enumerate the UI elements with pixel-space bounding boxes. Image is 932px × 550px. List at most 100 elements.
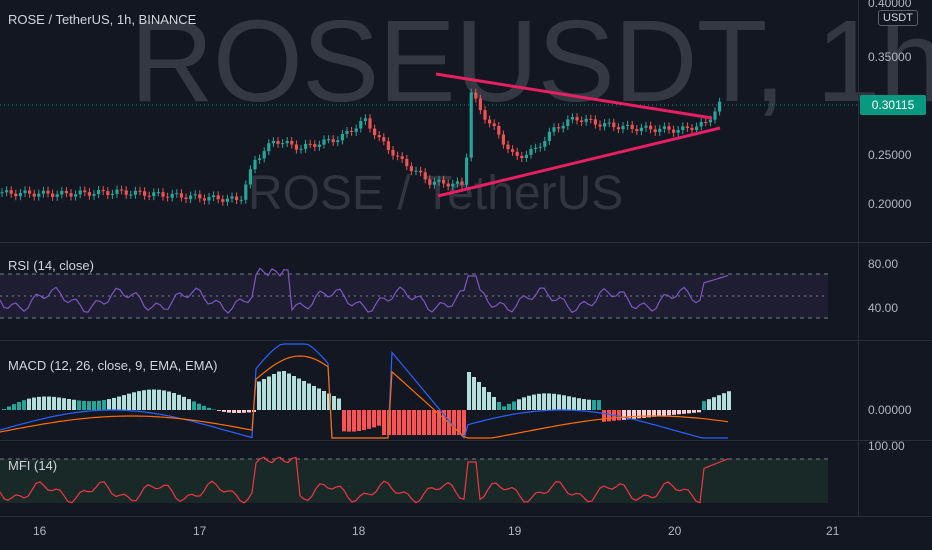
macd-histogram-bar	[372, 410, 376, 428]
macd-histogram-bar	[592, 400, 596, 410]
macd-histogram-bar	[552, 393, 556, 410]
candle-body	[718, 101, 722, 112]
candle-body	[41, 190, 45, 194]
mfi-label[interactable]: MFI (14)	[8, 458, 58, 473]
macd-histogram-bar	[107, 399, 111, 410]
candle-body	[207, 197, 211, 201]
candle-body	[239, 199, 243, 201]
mfi-band	[0, 459, 828, 503]
triangle-upper-line	[435, 72, 713, 120]
macd-histogram-bar	[177, 394, 181, 410]
candle-body	[5, 190, 9, 193]
macd-histogram-bar	[102, 400, 106, 410]
candle-body	[354, 128, 358, 132]
candle-body	[331, 139, 335, 143]
time-tick: 16	[33, 524, 47, 538]
macd-histogram-bar	[247, 410, 251, 413]
candle-body	[497, 126, 501, 135]
rsi-tick: 80.00	[868, 257, 899, 271]
candle-body	[639, 127, 643, 132]
macd-histogram-bar	[482, 387, 486, 410]
macd-histogram-bar	[347, 410, 351, 432]
candle-body	[64, 190, 68, 194]
candle-body	[262, 151, 266, 159]
candle-body	[690, 127, 694, 131]
macd-histogram-bar	[597, 400, 601, 410]
macd-histogram-bar	[602, 410, 606, 422]
macd-histogram-bar	[342, 410, 346, 432]
candle-body	[216, 195, 220, 200]
macd-histogram-bar	[162, 390, 166, 410]
macd-histogram-bar	[712, 397, 716, 410]
macd-histogram-bar	[497, 402, 501, 410]
candle-body	[166, 196, 170, 198]
candle-body	[667, 126, 671, 130]
macd-histogram-bar	[22, 400, 26, 410]
macd-signal-line	[0, 355, 729, 439]
candle-body	[267, 143, 271, 152]
macd-histogram-bar	[507, 403, 511, 410]
macd-histogram-bar	[277, 371, 281, 410]
candle-body	[161, 192, 165, 197]
candle-body	[460, 181, 464, 185]
candle-body	[414, 170, 418, 172]
candle-body	[708, 119, 712, 123]
candle-body	[409, 166, 413, 172]
time-tick: 18	[352, 524, 366, 538]
candle-body	[327, 139, 331, 141]
candle-body	[566, 119, 570, 126]
candle-body	[285, 141, 289, 144]
time-tick: 21	[826, 524, 840, 538]
macd-histogram-bar	[57, 397, 61, 410]
candle-body	[695, 126, 699, 131]
candle-body	[644, 125, 648, 128]
macd-histogram-bar	[487, 392, 491, 410]
pane-separator[interactable]	[0, 242, 932, 243]
macd-histogram-bar	[582, 399, 586, 410]
macd-histogram-bar	[727, 391, 731, 410]
last-price-badge: 0.30115	[860, 95, 926, 115]
macd-histogram-bar	[307, 383, 311, 410]
candle-body	[345, 130, 349, 134]
macd-histogram-bar	[502, 406, 506, 410]
pane-separator[interactable]	[0, 340, 932, 341]
macd-histogram-bar	[657, 410, 661, 417]
macd-histogram-bar	[397, 410, 401, 435]
macd-histogram-bar	[427, 410, 431, 435]
candle-body	[377, 135, 381, 138]
candle-body	[589, 118, 593, 120]
price-axis[interactable]	[858, 0, 932, 517]
candle-body	[616, 127, 620, 130]
currency-badge[interactable]: USDT	[878, 10, 918, 26]
macd-histogram-bar	[207, 407, 211, 410]
macd-histogram-bar	[12, 404, 16, 410]
candle-body	[308, 143, 312, 145]
macd-label[interactable]: MACD (12, 26, close, 9, EMA, EMA)	[8, 358, 218, 373]
macd-histogram-bar	[682, 410, 686, 414]
candle-body	[253, 159, 257, 170]
macd-histogram-bar	[172, 393, 176, 410]
macd-histogram-bar	[622, 410, 626, 420]
candle-body	[423, 172, 427, 180]
time-axis-border	[0, 516, 932, 517]
symbol-watermark: ROSEUSDT, 1h	[130, 0, 932, 126]
candle-body	[552, 127, 556, 132]
candle-body	[179, 193, 183, 198]
macd-tick: 0.00000	[868, 403, 912, 417]
candle-body	[630, 124, 634, 130]
rsi-label[interactable]: RSI (14, close)	[8, 258, 94, 273]
candle-body	[396, 155, 400, 157]
candle-body	[547, 131, 551, 141]
candle-body	[124, 190, 128, 195]
macd-histogram-bar	[352, 410, 356, 432]
pane-separator[interactable]	[0, 440, 932, 441]
candle-body	[55, 194, 59, 197]
candle-body	[704, 121, 708, 123]
chart-title[interactable]: ROSE / TetherUS, 1h, BINANCE	[8, 12, 197, 27]
candle-body	[391, 149, 395, 156]
macd-histogram-bar	[147, 389, 151, 410]
candle-body	[699, 121, 703, 127]
candle-body	[225, 198, 229, 202]
